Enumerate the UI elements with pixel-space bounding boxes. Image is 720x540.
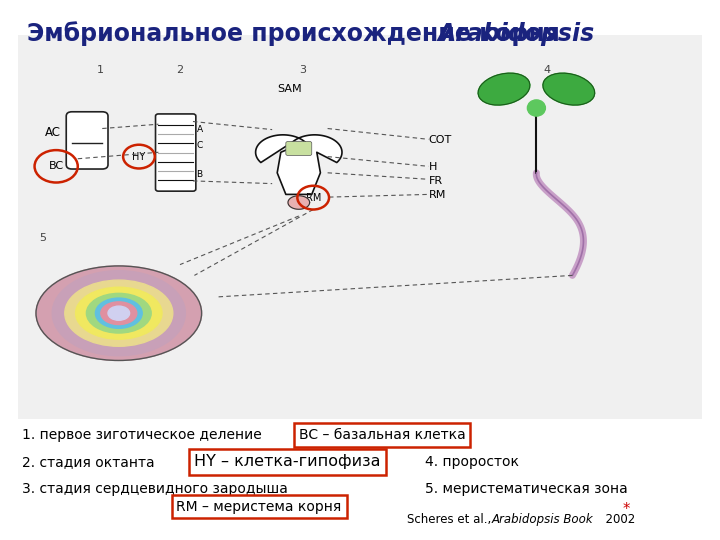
Text: 3. стадия сердцевидного зародыша: 3. стадия сердцевидного зародыша [22,482,287,496]
Text: H: H [428,163,437,172]
Text: SAM: SAM [277,84,302,94]
Text: Эмбриональное происхождение корня: Эмбриональное происхождение корня [27,22,569,46]
FancyBboxPatch shape [156,114,196,191]
Ellipse shape [108,306,130,320]
Text: 1: 1 [97,65,104,75]
Text: 3: 3 [299,65,306,75]
FancyBboxPatch shape [66,112,108,169]
Text: *: * [623,502,630,517]
Ellipse shape [527,100,546,116]
Text: Arabidopsis Book: Arabidopsis Book [492,513,593,526]
Ellipse shape [95,298,143,328]
Ellipse shape [76,287,162,339]
Ellipse shape [543,73,595,105]
Text: A: A [197,125,203,134]
Text: HY – клетка-гипофиза: HY – клетка-гипофиза [194,454,381,469]
Text: RM – меристема корня: RM – меристема корня [176,500,342,514]
Text: 5: 5 [40,233,47,242]
Ellipse shape [101,302,137,325]
FancyBboxPatch shape [286,141,312,156]
Ellipse shape [36,266,202,361]
Text: BC – базальная клетка: BC – базальная клетка [299,428,466,442]
Text: AC: AC [45,126,61,139]
Text: C: C [197,141,203,150]
FancyBboxPatch shape [0,418,720,540]
Text: 5. меристематическая зона: 5. меристематическая зона [425,482,628,496]
Text: HY: HY [132,152,145,161]
Text: B: B [197,170,203,179]
Text: Scheres et al.,: Scheres et al., [407,513,498,526]
Text: COT: COT [428,136,451,145]
Text: 4. проросток: 4. проросток [425,455,519,469]
FancyBboxPatch shape [18,35,702,421]
Text: 2002: 2002 [598,513,635,526]
Text: 1. первое зиготическое деление: 1. первое зиготическое деление [22,428,261,442]
Text: RM: RM [305,193,321,202]
Ellipse shape [86,293,151,333]
Text: 2. стадия октанта: 2. стадия октанта [22,455,154,469]
Ellipse shape [53,271,186,356]
Ellipse shape [288,195,310,209]
Text: FR: FR [428,176,443,186]
Text: RM: RM [428,191,446,200]
Text: 4: 4 [544,65,551,75]
Ellipse shape [478,73,530,105]
Text: 2: 2 [176,65,184,75]
Ellipse shape [65,280,173,346]
Text: Arabidopsis: Arabidopsis [438,22,595,45]
Text: BC: BC [48,161,64,171]
Polygon shape [256,135,342,194]
